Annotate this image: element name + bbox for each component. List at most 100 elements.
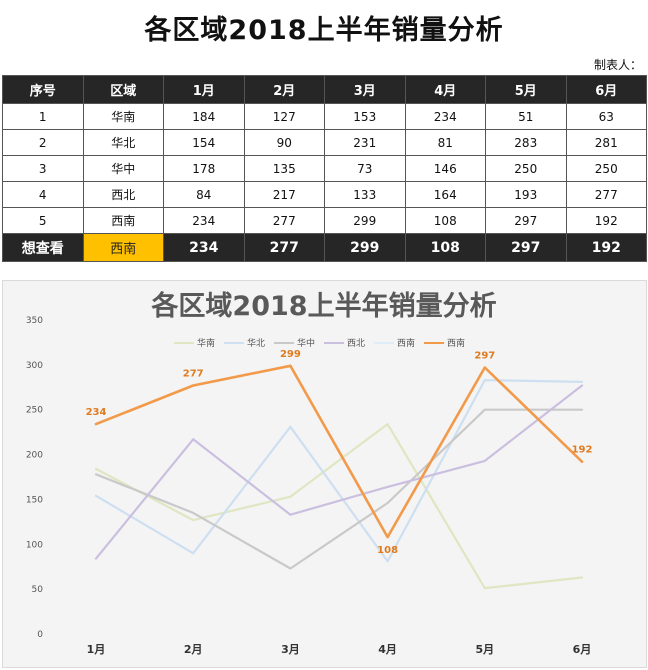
cell-value[interactable]: 234: [163, 207, 245, 234]
cell-value[interactable]: 297: [485, 207, 567, 234]
col-header-month: 1月: [163, 75, 245, 104]
data-label: 299: [280, 349, 301, 360]
lookup-value: 234: [163, 233, 245, 262]
cell-value[interactable]: 146: [404, 155, 486, 182]
x-tick-label: 4月: [378, 643, 397, 656]
data-label: 277: [183, 368, 204, 379]
cell-value[interactable]: 217: [243, 181, 325, 208]
cell-value[interactable]: 90: [243, 129, 325, 156]
cell-value[interactable]: 51: [485, 103, 567, 130]
col-header-region: 区域: [82, 75, 164, 104]
col-header-month: 5月: [485, 75, 567, 104]
col-header-month: 2月: [243, 75, 325, 104]
lookup-row: 想查看 西南 234 277 299 108 297 192: [2, 233, 647, 262]
x-tick-label: 2月: [184, 643, 203, 656]
lookup-value: 297: [485, 233, 567, 262]
cell-value[interactable]: 164: [404, 181, 486, 208]
region-select-cell[interactable]: 西南: [82, 233, 164, 262]
cell-value[interactable]: 81: [404, 129, 486, 156]
cell-value[interactable]: 184: [163, 103, 245, 130]
cell-value[interactable]: 127: [243, 103, 325, 130]
row-region[interactable]: 华北: [82, 129, 164, 156]
row-no[interactable]: 4: [2, 181, 84, 208]
row-no[interactable]: 2: [2, 129, 84, 156]
lookup-value: 277: [243, 233, 325, 262]
table-row: 1 华南 184 127 153 234 51 63: [2, 103, 647, 130]
data-label: 297: [474, 351, 495, 362]
cell-value[interactable]: 250: [565, 155, 647, 182]
legend-label: 西北: [347, 338, 365, 349]
legend-label: 华南: [197, 337, 215, 349]
chart-area[interactable]: 各区域2018上半年销量分析 0 50 100 150 200 250 300 350 1月 2月…: [2, 280, 647, 668]
row-no[interactable]: 3: [2, 155, 84, 182]
series-line: [94, 408, 584, 570]
y-tick-label: 0: [37, 630, 43, 640]
row-region[interactable]: 西南: [82, 207, 164, 234]
sales-table: 序号 区域 1月 2月 3月 4月 5月 6月 1 华南 184 127 153…: [2, 75, 647, 262]
cell-value[interactable]: 192: [565, 207, 647, 234]
legend-label: 西南: [447, 337, 465, 349]
y-tick-label: 250: [26, 406, 43, 416]
col-header-month: 3月: [324, 75, 406, 104]
legend-label: 华北: [247, 337, 265, 349]
x-tick-label: 3月: [281, 643, 300, 656]
data-label: 234: [86, 407, 107, 418]
row-region[interactable]: 西北: [82, 181, 164, 208]
y-tick-label: 350: [26, 316, 43, 326]
x-tick-label: 1月: [87, 643, 106, 656]
row-no[interactable]: 5: [2, 207, 84, 234]
page-title: 各区域2018上半年销量分析: [144, 15, 504, 46]
cell-value[interactable]: 281: [565, 129, 647, 156]
y-tick-label: 100: [26, 540, 43, 550]
lookup-label: 想查看: [2, 233, 84, 262]
cell-value[interactable]: 193: [485, 181, 567, 208]
lookup-value: 108: [404, 233, 486, 262]
y-tick-label: 50: [32, 585, 44, 595]
row-region[interactable]: 华中: [82, 155, 164, 182]
table-header-row: 序号 区域 1月 2月 3月 4月 5月 6月: [2, 75, 647, 104]
series-line: [94, 378, 584, 563]
y-tick-label: 200: [26, 451, 43, 461]
series-line: [94, 384, 584, 560]
y-tick-label: 150: [26, 495, 43, 505]
y-tick-label: 300: [26, 361, 43, 371]
col-header-month: 6月: [565, 75, 647, 104]
cell-value[interactable]: 299: [324, 207, 406, 234]
cell-value[interactable]: 73: [324, 155, 406, 182]
series-line: [94, 423, 584, 590]
cell-value[interactable]: 277: [565, 181, 647, 208]
table-row: 4 西北 84 217 133 164 193 277: [2, 181, 647, 208]
col-header-month: 4月: [404, 75, 486, 104]
cell-value[interactable]: 63: [565, 103, 647, 130]
table-row: 3 华中 178 135 73 146 250 250: [2, 155, 647, 182]
data-label: 192: [572, 445, 593, 456]
cell-value[interactable]: 250: [485, 155, 567, 182]
x-tick-label: 5月: [475, 643, 494, 656]
series-line-highlight: [94, 364, 584, 539]
col-header-no: 序号: [2, 75, 84, 104]
cell-value[interactable]: 153: [324, 103, 406, 130]
lookup-value: 192: [565, 233, 647, 262]
cell-value[interactable]: 108: [404, 207, 486, 234]
cell-value[interactable]: 277: [243, 207, 325, 234]
cell-value[interactable]: 154: [163, 129, 245, 156]
x-tick-label: 6月: [573, 643, 592, 656]
legend-label: 西南: [397, 337, 415, 349]
table-row: 2 华北 154 90 231 81 283 281: [2, 129, 647, 156]
cell-value[interactable]: 84: [163, 181, 245, 208]
chart-title: 各区域2018上半年销量分析: [150, 290, 496, 322]
legend-label: 华中: [297, 337, 315, 349]
cell-value[interactable]: 135: [243, 155, 325, 182]
row-no[interactable]: 1: [2, 103, 84, 130]
cell-value[interactable]: 133: [324, 181, 406, 208]
cell-value[interactable]: 234: [404, 103, 486, 130]
row-region[interactable]: 华南: [82, 103, 164, 130]
lookup-value: 299: [324, 233, 406, 262]
cell-value[interactable]: 178: [163, 155, 245, 182]
maker-label: 制表人：: [593, 58, 642, 72]
cell-value[interactable]: 283: [485, 129, 567, 156]
line-chart: 各区域2018上半年销量分析 0 50 100 150 200 250 300 350 1月 2月…: [26, 290, 593, 656]
data-label: 108: [377, 545, 398, 556]
cell-value[interactable]: 231: [324, 129, 406, 156]
table-row: 5 西南 234 277 299 108 297 192: [2, 207, 647, 234]
